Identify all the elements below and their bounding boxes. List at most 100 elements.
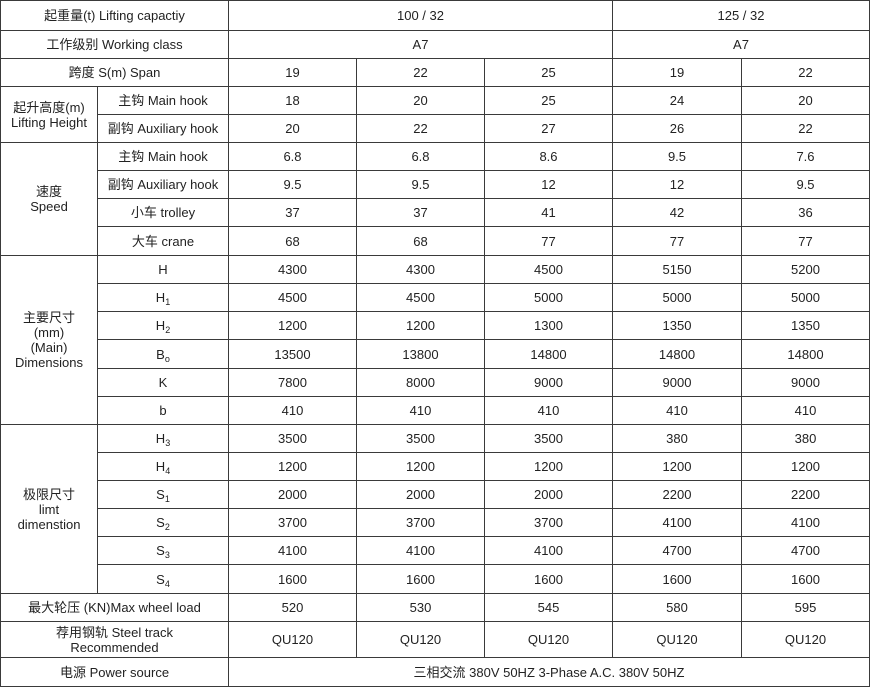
group-label: 速度 Speed xyxy=(0,142,98,256)
label-line: 速度 xyxy=(35,184,62,199)
data-cell: 9000 xyxy=(612,368,742,397)
data-cell: 1200 xyxy=(741,452,870,481)
row-label-text: S xyxy=(156,487,165,502)
data-cell: 68 xyxy=(228,226,357,256)
data-cell: 20 xyxy=(228,114,357,143)
data-cell: 9000 xyxy=(741,368,870,397)
data-cell: 4100 xyxy=(356,536,485,565)
data-cell: 36 xyxy=(741,198,870,227)
data-cell: 77 xyxy=(484,226,613,256)
data-cell: 20 xyxy=(741,86,870,115)
span-value: 19 xyxy=(612,58,742,87)
data-cell: 24 xyxy=(612,86,742,115)
data-cell: 4100 xyxy=(612,508,742,537)
label-line: Dimensions xyxy=(15,355,83,370)
data-cell: 3500 xyxy=(228,424,357,453)
data-cell: 20 xyxy=(356,86,485,115)
table-row: 电源 Power source 三相交流 380V 50HZ 3-Phase A.… xyxy=(0,657,870,687)
label-line: limt xyxy=(38,501,60,517)
row-label-text: H xyxy=(155,290,166,305)
span-value: 22 xyxy=(356,58,485,87)
data-cell: 3500 xyxy=(484,424,613,453)
data-cell: 9.5 xyxy=(741,170,870,199)
label-line: Recommended xyxy=(70,639,159,655)
data-cell: 3700 xyxy=(356,508,485,537)
span-value: 25 xyxy=(484,58,613,87)
power-source-value: 三相交流 380V 50HZ 3-Phase A.C. 380V 50HZ xyxy=(228,657,870,687)
data-cell: 14800 xyxy=(741,339,870,369)
row-label-subscript: 2 xyxy=(165,325,171,335)
group-label: 起升高度(m) Lifting Height xyxy=(0,86,98,143)
row-label-text: 副钩 Auxiliary hook xyxy=(107,177,219,192)
data-cell: 4100 xyxy=(228,536,357,565)
power-source-label: 电源 Power source xyxy=(0,657,229,687)
row-label: S2 xyxy=(97,508,229,537)
row-label: 副钩 Auxiliary hook xyxy=(97,170,229,199)
data-cell: 595 xyxy=(741,593,870,622)
table-row: Bo 13500 13800 14800 14800 14800 xyxy=(1,339,870,369)
row-label-text: S xyxy=(156,543,165,558)
label-line: Speed xyxy=(30,199,68,214)
row-label-text: H xyxy=(158,262,168,277)
data-cell: 4300 xyxy=(356,255,485,284)
data-cell: 1600 xyxy=(356,564,485,594)
data-cell: 1200 xyxy=(356,311,485,340)
row-label-subscript: 3 xyxy=(165,438,171,448)
data-cell: 22 xyxy=(356,114,485,143)
max-wheel-load-label: 最大轮压 (KN)Max wheel load xyxy=(0,593,229,622)
working-class-value: A7 xyxy=(228,30,613,59)
data-cell: 22 xyxy=(741,114,870,143)
label-line: 起升高度(m) xyxy=(13,99,85,115)
group-label: 极限尺寸 limt dimenstion xyxy=(0,424,98,594)
row-label: H1 xyxy=(97,283,229,312)
data-cell: 25 xyxy=(484,86,613,115)
row-label: K xyxy=(97,368,229,397)
data-cell: 12 xyxy=(484,170,613,199)
data-cell: 4500 xyxy=(484,255,613,284)
data-cell: 12 xyxy=(612,170,742,199)
row-label-text: 主钩 Main hook xyxy=(118,93,208,108)
row-label-text: B xyxy=(156,346,165,362)
data-cell: 1600 xyxy=(612,564,742,594)
table-row: 工作级别 Working class A7 A7 xyxy=(0,30,870,59)
row-label-subscript: 4 xyxy=(164,578,170,589)
row-label: b xyxy=(97,396,229,425)
data-cell: 5000 xyxy=(484,283,613,312)
label-line: Lifting Height xyxy=(11,114,87,130)
data-cell: 1300 xyxy=(484,311,613,340)
table-row: 起升高度(m) Lifting Height 主钩 Main hook 18 20 25 2… xyxy=(0,86,870,143)
row-label-text: b xyxy=(159,403,167,418)
data-cell: QU120 xyxy=(484,621,613,658)
data-cell: 41 xyxy=(484,198,613,227)
row-label-subscript: 4 xyxy=(165,466,171,476)
label-line: 荐用钢轨 Steel track xyxy=(55,624,174,640)
data-cell: 7800 xyxy=(228,368,357,397)
data-cell: 3700 xyxy=(484,508,613,537)
data-cell: 1350 xyxy=(741,311,870,340)
table-row: b 410 410 410 410 410 xyxy=(1,396,870,425)
working-class-label: 工作级别 Working class xyxy=(0,30,229,59)
data-cell: 2200 xyxy=(612,480,742,509)
data-cell: 4300 xyxy=(228,255,357,284)
table-row: 小车 trolley 37 37 41 42 36 xyxy=(1,198,870,227)
table-row: 最大轮压 (KN)Max wheel load 520 530 545 580 595 xyxy=(0,593,870,622)
data-cell: 18 xyxy=(228,86,357,115)
row-label-text: S xyxy=(156,571,165,587)
data-cell: 5000 xyxy=(741,283,870,312)
data-cell: 530 xyxy=(356,593,485,622)
table-row: H4 1200 1200 1200 1200 1200 xyxy=(1,452,870,481)
data-cell: 2000 xyxy=(484,480,613,509)
table-row: K 7800 8000 9000 9000 9000 xyxy=(1,368,870,397)
data-cell: 1200 xyxy=(228,452,357,481)
data-cell: 37 xyxy=(228,198,357,227)
span-value: 19 xyxy=(228,58,357,87)
table-row: H2 1200 1200 1300 1350 1350 xyxy=(1,311,870,340)
label-line: (Main) xyxy=(30,340,68,355)
row-label-subscript: 1 xyxy=(164,494,170,504)
data-cell: 545 xyxy=(484,593,613,622)
data-cell: 4500 xyxy=(228,283,357,312)
table-row: S2 3700 3700 3700 4100 4100 xyxy=(1,508,870,537)
row-label-text: K xyxy=(158,375,168,390)
label-line: 极限尺寸 xyxy=(22,486,75,502)
row-label-text: S xyxy=(156,515,165,530)
